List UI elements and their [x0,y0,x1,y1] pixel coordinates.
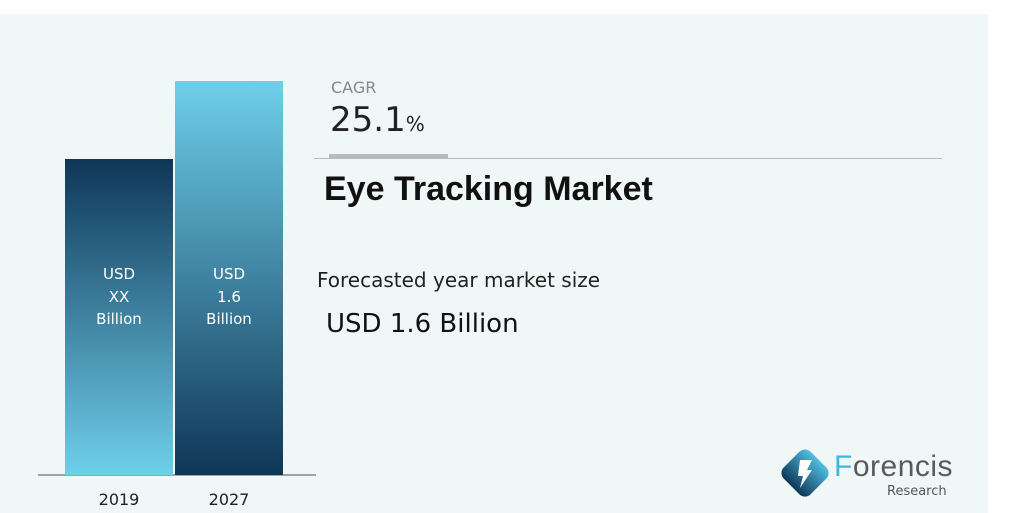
bar-2019: USD XX Billion [65,159,173,475]
bar-data-label: USD XX Billion [96,265,142,328]
x-tick-label: 2027 [208,490,250,509]
forecast-value: USD 1.6 Billion [326,309,519,339]
forencis-logo: Forencis Research [776,448,956,504]
cagr-underline [329,154,448,159]
cagr-value: 25.1% [330,100,425,140]
market-title: Eye Tracking Market [324,170,653,208]
bar-data-label: USD 1.6 Billion [206,265,252,328]
cagr-label: CAGR [331,78,377,97]
bar-2027: USD 1.6 Billion [175,81,283,475]
forecast-label: Forecasted year market size [317,268,601,292]
logo-wordmark: Forencis [834,450,954,483]
logo-subtitle: Research [887,484,947,499]
divider [314,158,942,159]
chart-baseline [38,474,316,476]
logo-mark-icon [781,449,829,497]
cagr-unit: % [405,112,425,136]
cagr-number: 25.1 [330,100,406,140]
x-tick-label: 2019 [98,490,140,509]
